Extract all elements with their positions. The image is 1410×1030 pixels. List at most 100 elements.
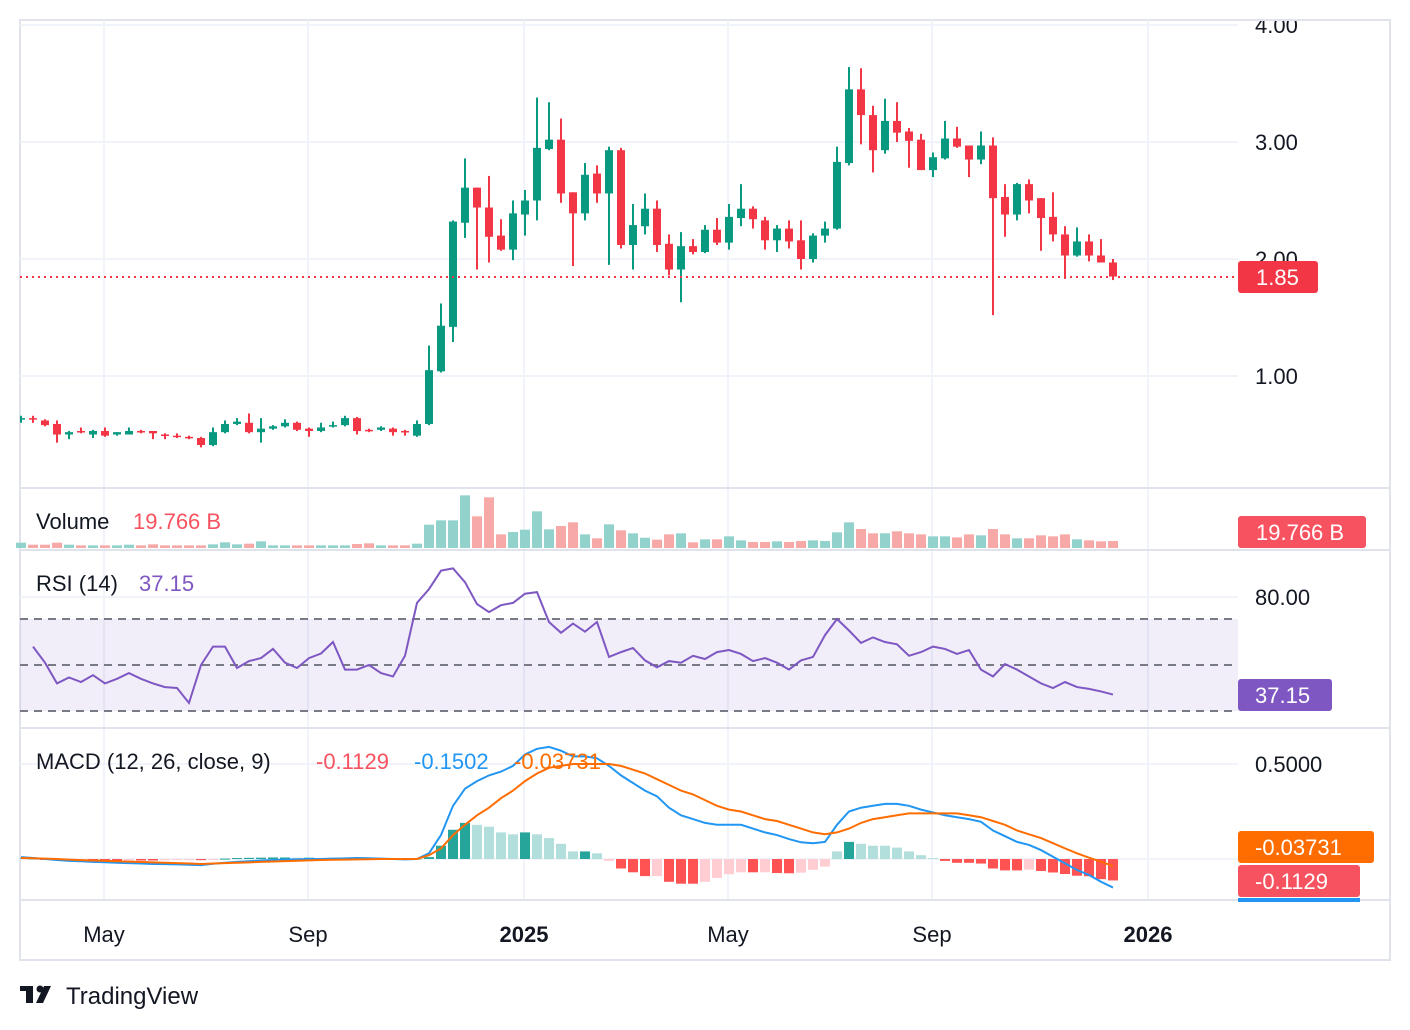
candle-body: [917, 139, 925, 171]
volume-bar: [160, 545, 170, 548]
volume-bar: [988, 528, 998, 548]
time-axis[interactable]: May Sep 2025 May Sep 2026: [83, 922, 1172, 947]
candle: [581, 163, 589, 221]
volume-bar: [724, 536, 734, 548]
candle-body: [1013, 184, 1021, 215]
volume-bar: [796, 541, 806, 548]
candle-body: [413, 423, 421, 436]
candle-body: [353, 418, 361, 431]
volume-bar: [580, 534, 590, 548]
candle: [785, 220, 793, 249]
candle: [293, 421, 301, 431]
macd-histogram-bar: [280, 857, 290, 859]
candle-body: [941, 138, 949, 159]
rsi-levels: [20, 618, 1238, 712]
candle: [821, 221, 829, 243]
candle: [557, 118, 565, 203]
macd-histogram-bar: [700, 859, 710, 882]
candle: [917, 133, 925, 171]
macd-signal-badge: -0.03731: [1238, 831, 1374, 863]
volume-bar: [496, 534, 506, 548]
volume-bar: [520, 529, 530, 548]
candle: [1097, 239, 1105, 263]
macd-histogram-bar: [628, 859, 638, 873]
macd-histogram-bar: [160, 859, 170, 861]
candle-body: [317, 427, 325, 431]
candle-body: [1097, 255, 1105, 263]
candle: [197, 436, 205, 448]
candle: [941, 120, 949, 160]
macd-title: MACD (12, 26, close, 9): [36, 749, 271, 774]
tradingview-logo-icon: [20, 985, 51, 1003]
candle: [641, 193, 649, 235]
signal-series: [20, 763, 1114, 868]
candle: [365, 428, 373, 433]
candle: [473, 187, 481, 270]
macd-histogram-bar: [568, 851, 578, 859]
volume-bar: [784, 541, 794, 548]
candle-body: [233, 421, 241, 424]
macd-histogram-bar: [604, 859, 614, 861]
macd-signal-value: -0.03731: [514, 749, 601, 774]
macd-histogram-bar: [868, 845, 878, 859]
candle-body: [581, 174, 589, 214]
volume-bar: [856, 528, 866, 548]
candle-body: [845, 89, 853, 164]
volume-bar: [52, 542, 62, 548]
candle: [689, 239, 697, 255]
volume-bar: [340, 545, 350, 548]
price-axis-label: 3.00: [1255, 130, 1298, 155]
volume-bar: [628, 533, 638, 548]
macd-histogram-bar: [148, 859, 158, 861]
candle: [89, 429, 97, 439]
candle: [737, 184, 745, 227]
tradingview-logo[interactable]: TradingView: [20, 983, 199, 1010]
candle: [605, 146, 613, 265]
macd-histogram-bar: [448, 829, 458, 859]
candle-body: [437, 325, 445, 372]
candle-body: [449, 221, 457, 327]
candle: [425, 345, 433, 426]
candle-body: [65, 432, 73, 435]
volume-bar: [412, 543, 422, 548]
candle-body: [749, 208, 757, 220]
volume-bar: [1072, 539, 1082, 548]
time-axis-label: 2025: [500, 922, 549, 947]
candle: [173, 433, 181, 439]
macd-histogram-bar: [244, 857, 254, 859]
macd-histogram-bar: [880, 845, 890, 859]
macd-histogram-bar: [292, 857, 302, 859]
candle: [569, 192, 577, 267]
candle: [749, 206, 757, 229]
candle: [149, 430, 157, 440]
volume-bar: [964, 534, 974, 548]
volume-bar: [1060, 534, 1070, 548]
macd-histogram-bar: [616, 859, 626, 869]
last-price-value: 1.85: [1256, 265, 1299, 290]
rsi-badge-value: 37.15: [1255, 683, 1310, 708]
candle: [629, 204, 637, 270]
candle: [101, 427, 109, 437]
candle: [29, 415, 37, 423]
candle: [341, 415, 349, 427]
candle-body: [41, 420, 49, 426]
volume-bar: [112, 545, 122, 548]
candle-body: [461, 187, 469, 223]
macd-histogram-badge-value: -0.1129: [1255, 869, 1328, 894]
volume-bar: [664, 534, 674, 548]
candle: [509, 200, 517, 261]
candle-body: [1001, 196, 1009, 215]
candle-body: [365, 429, 373, 432]
candle: [593, 165, 601, 203]
volume-bar: [928, 536, 938, 548]
candle: [20, 415, 25, 423]
candle: [989, 137, 997, 316]
volume-bar: [292, 545, 302, 548]
candle-body: [281, 422, 289, 427]
macd-histogram-bar: [916, 855, 926, 859]
candle-body: [389, 428, 397, 433]
candle-body: [737, 208, 745, 219]
candle-body: [773, 228, 781, 241]
volume-bar: [460, 495, 470, 548]
